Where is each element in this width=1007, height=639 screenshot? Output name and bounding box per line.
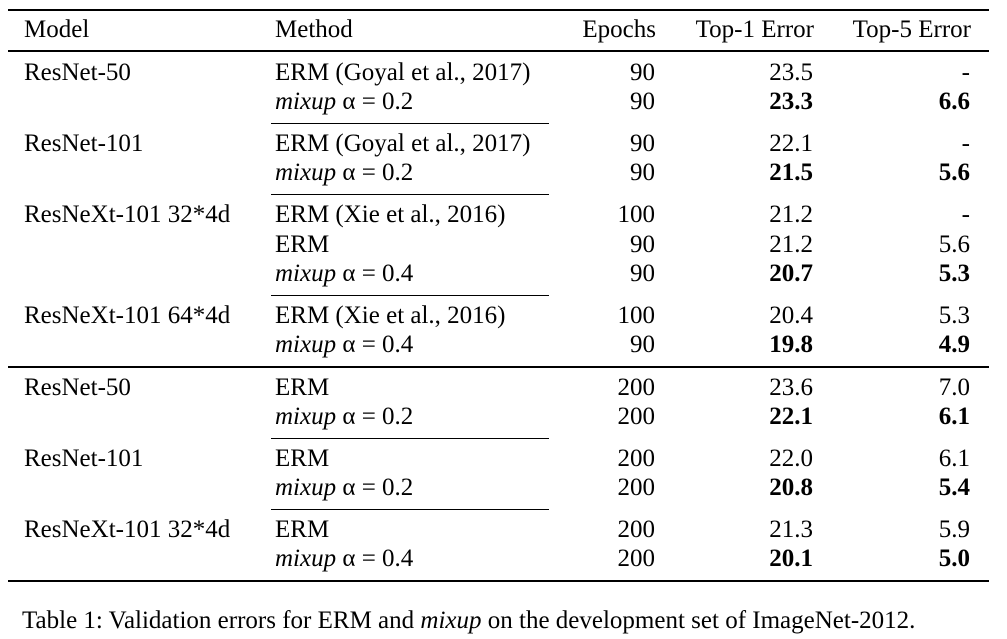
header-top5-error: Top-5 Error [852, 16, 971, 43]
cell-epochs: 100 [617, 201, 656, 228]
cell-top5: - [961, 130, 970, 157]
cell-epochs: 200 [617, 445, 656, 472]
cell-top5: 4.9 [938, 331, 970, 358]
cell-method: ERM [275, 374, 330, 401]
cell-method: mixup α = 0.2 [275, 474, 414, 501]
cell-method: mixup α = 0.2 [275, 88, 414, 115]
table-bottom-rule [8, 580, 989, 582]
table-row: ResNet-50 ERM (Goyal et al., 2017) 90 23… [0, 58, 1007, 88]
cell-top1: 19.8 [769, 331, 813, 358]
cell-top1: 22.0 [769, 445, 813, 472]
cell-top1: 20.7 [769, 260, 813, 287]
cell-epochs: 200 [617, 403, 656, 430]
cell-method: ERM (Xie et al., 2016) [275, 302, 506, 329]
table-caption: Table 1: Validation errors for ERM and m… [22, 607, 916, 634]
cell-epochs: 100 [617, 302, 656, 329]
cell-top1: 21.2 [769, 231, 813, 258]
cell-method: mixup α = 0.4 [275, 545, 414, 572]
header-epochs: Epochs [582, 16, 656, 43]
cell-method: mixup α = 0.4 [275, 260, 414, 287]
cell-epochs: 200 [617, 374, 656, 401]
cell-method: mixup α = 0.2 [275, 403, 414, 430]
cell-top1: 21.5 [769, 159, 813, 186]
cell-top5: 5.3 [938, 260, 970, 287]
table-row: mixup α = 0.2 200 20.8 5.4 [0, 473, 1007, 503]
group-divider [271, 123, 549, 124]
cell-top5: 5.3 [938, 302, 970, 329]
cell-model: ResNet-101 [24, 130, 144, 157]
table-row: ResNet-101 ERM (Goyal et al., 2017) 90 2… [0, 129, 1007, 159]
cell-top5: 5.4 [938, 474, 970, 501]
cell-top5: 5.9 [938, 516, 970, 543]
cell-top5: 7.0 [938, 374, 970, 401]
cell-model: ResNet-101 [24, 445, 144, 472]
cell-top1: 23.5 [769, 59, 813, 86]
cell-epochs: 90 [630, 231, 655, 258]
cell-method: ERM (Xie et al., 2016) [275, 201, 506, 228]
group-divider [271, 295, 549, 296]
cell-epochs: 200 [617, 474, 656, 501]
table-top-rule [8, 9, 989, 11]
table-header-rule [8, 50, 989, 52]
cell-epochs: 90 [630, 331, 655, 358]
table-row: ERM 90 21.2 5.6 [0, 230, 1007, 260]
cell-top1: 22.1 [769, 130, 813, 157]
cell-epochs: 90 [630, 159, 655, 186]
group-divider [271, 194, 549, 195]
cell-method: ERM [275, 516, 330, 543]
group-divider [271, 509, 549, 510]
cell-top1: 20.8 [769, 474, 813, 501]
cell-top5: 6.1 [938, 403, 970, 430]
header-model: Model [24, 16, 90, 43]
cell-method: mixup α = 0.2 [275, 159, 414, 186]
header-top1-error: Top-1 Error [695, 16, 814, 43]
cell-top1: 23.3 [769, 88, 813, 115]
table-row: ResNeXt-101 64*4d ERM (Xie et al., 2016)… [0, 301, 1007, 331]
cell-top1: 22.1 [769, 403, 813, 430]
cell-top5: - [961, 201, 970, 228]
cell-top5: - [961, 59, 970, 86]
cell-method: ERM [275, 445, 330, 472]
cell-top1: 21.3 [769, 516, 813, 543]
table-row: mixup α = 0.2 90 21.5 5.6 [0, 158, 1007, 188]
cell-epochs: 90 [630, 130, 655, 157]
cell-top5: 5.6 [938, 159, 970, 186]
cell-model: ResNeXt-101 64*4d [24, 302, 231, 329]
cell-epochs: 200 [617, 516, 656, 543]
table-row: ResNeXt-101 32*4d ERM (Xie et al., 2016)… [0, 200, 1007, 230]
table-row: ResNet-50 ERM 200 23.6 7.0 [0, 373, 1007, 403]
cell-method: ERM [275, 231, 330, 258]
cell-model: ResNeXt-101 32*4d [24, 201, 231, 228]
cell-top1: 23.6 [769, 374, 813, 401]
cell-epochs: 200 [617, 545, 656, 572]
cell-model: ResNeXt-101 32*4d [24, 516, 231, 543]
table-row: mixup α = 0.2 200 22.1 6.1 [0, 402, 1007, 432]
cell-epochs: 90 [630, 260, 655, 287]
section-rule [8, 366, 989, 368]
header-method: Method [275, 16, 353, 43]
cell-model: ResNet-50 [24, 374, 131, 401]
table-row: ResNet-101 ERM 200 22.0 6.1 [0, 444, 1007, 474]
cell-method: mixup α = 0.4 [275, 331, 414, 358]
cell-method: ERM (Goyal et al., 2017) [275, 59, 531, 86]
cell-top1: 20.4 [769, 302, 813, 329]
cell-epochs: 90 [630, 59, 655, 86]
table-row: mixup α = 0.2 90 23.3 6.6 [0, 87, 1007, 117]
group-divider [271, 438, 549, 439]
table-row: ResNeXt-101 32*4d ERM 200 21.3 5.9 [0, 515, 1007, 545]
table-header-row: Model Method Epochs Top-1 Error Top-5 Er… [0, 15, 1007, 45]
cell-top5: 6.6 [938, 88, 970, 115]
table-row: mixup α = 0.4 90 20.7 5.3 [0, 259, 1007, 289]
cell-model: ResNet-50 [24, 59, 131, 86]
cell-top5: 5.0 [938, 545, 970, 572]
cell-epochs: 90 [630, 88, 655, 115]
cell-method: ERM (Goyal et al., 2017) [275, 130, 531, 157]
cell-top5: 5.6 [938, 231, 970, 258]
cell-top1: 20.1 [769, 545, 813, 572]
cell-top1: 21.2 [769, 201, 813, 228]
table-row: mixup α = 0.4 90 19.8 4.9 [0, 330, 1007, 360]
cell-top5: 6.1 [938, 445, 970, 472]
table-row: mixup α = 0.4 200 20.1 5.0 [0, 544, 1007, 574]
